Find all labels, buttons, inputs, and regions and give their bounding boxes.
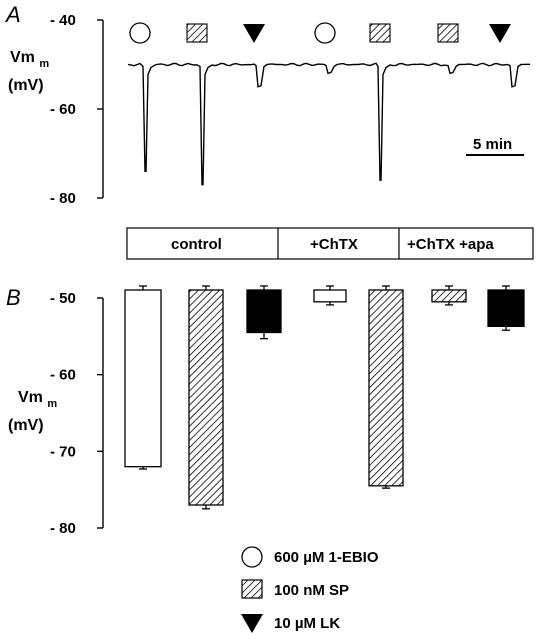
- panel-b-tick-label: - 50: [50, 290, 76, 307]
- bar-rect: [313, 289, 347, 303]
- condition-chtx-apa: +ChTX +apa: [407, 236, 494, 253]
- panel-b-yunit: (mV): [8, 417, 44, 434]
- legend-label-lk: 10 µM LK: [274, 615, 340, 632]
- bar-1-ebio: [313, 285, 347, 306]
- panel-b-axis: - 50 - 60 - 70 - 80: [50, 290, 104, 537]
- panel-a-axis: - 40 - 60 - 80: [50, 12, 104, 207]
- panel-b-ylabel-text: Vm: [18, 389, 43, 406]
- hatched-square-symbol-icon: [186, 23, 208, 43]
- panel-b-tick-label: - 70: [50, 443, 76, 460]
- circle-symbol-icon: [129, 22, 151, 44]
- legend-label-sp: 100 nM SP: [274, 582, 349, 599]
- triangle-symbol-icon: [243, 24, 265, 43]
- bar-sp: [368, 285, 404, 489]
- panel-a-ylabel-subscript: m: [39, 58, 49, 70]
- hatched-square-symbol-icon: [437, 23, 459, 43]
- legend-label-ebio: 600 µM 1-EBIO: [274, 549, 379, 566]
- panel-a-tick-label: - 40: [50, 12, 76, 29]
- bar-rect: [246, 289, 282, 334]
- condition-chtx: +ChTX: [310, 236, 358, 253]
- panel-a-label: A: [4, 2, 21, 27]
- panel-a-tick-label: - 80: [50, 190, 76, 207]
- panel-b-ylabel: Vm m: [18, 389, 57, 410]
- panel-a-ylabel-text: Vm: [10, 49, 35, 66]
- bar-rect: [431, 289, 467, 303]
- scale-bar-label: 5 min: [473, 136, 512, 153]
- legend: 600 µM 1-EBIO 100 nM SP 10 µM LK: [241, 546, 379, 633]
- panel-b-label: B: [6, 285, 21, 310]
- panel-b-ylabel-subscript: m: [47, 398, 57, 410]
- membrane-potential-trace: [127, 62, 530, 186]
- hatched-square-symbol-icon: [369, 23, 391, 43]
- bar-rect: [124, 289, 162, 468]
- bar-rect: [368, 289, 404, 487]
- panel-a-yunit: (mV): [8, 77, 44, 94]
- panel-b-tick-label: - 80: [50, 520, 76, 537]
- triangle-symbol-icon: [489, 24, 511, 43]
- panel-a-ylabel: Vm m: [10, 49, 49, 70]
- panel-b-tick-label: - 60: [50, 367, 76, 384]
- bar-sp: [431, 285, 467, 306]
- bar-1-ebio: [124, 285, 162, 470]
- condition-header: control +ChTX +ChTX +apa: [126, 227, 534, 260]
- bar-lk: [246, 285, 282, 340]
- legend-hatched-square-icon: [241, 579, 263, 599]
- bar-rect: [487, 289, 525, 328]
- legend-circle-icon: [241, 546, 263, 568]
- panel-a-tick-label: - 60: [50, 101, 76, 118]
- panel-b-bars: [124, 285, 525, 510]
- condition-control: control: [171, 236, 222, 253]
- bar-rect: [188, 289, 224, 506]
- bar-lk: [487, 285, 525, 331]
- circle-symbol-icon: [314, 22, 336, 44]
- bar-sp: [188, 285, 224, 510]
- legend-triangle-icon: [241, 614, 263, 633]
- panel-a-application-symbols: [129, 22, 511, 44]
